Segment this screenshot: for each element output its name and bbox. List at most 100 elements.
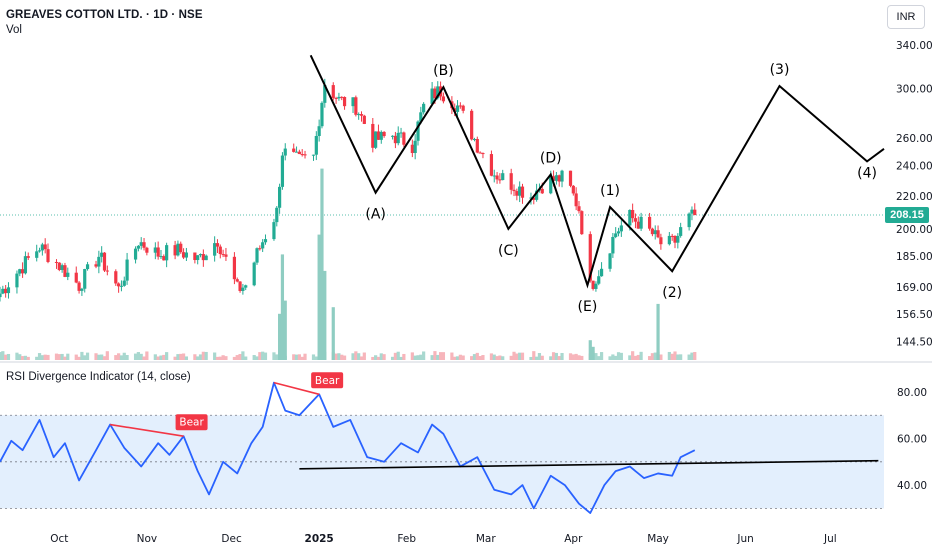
candle-body <box>374 131 378 148</box>
volume-bar <box>193 354 197 360</box>
volume-bar <box>215 356 220 360</box>
volume-bar <box>35 356 39 360</box>
candle-body <box>475 138 479 153</box>
candle-body <box>232 256 237 280</box>
volume-bar <box>419 354 423 360</box>
wave-annotation: (A) (B) (C) (D) (E) (1) (2) (3) (4) <box>309 54 885 315</box>
candle-body <box>410 144 414 154</box>
volume-bar <box>659 354 663 360</box>
volume-bar <box>399 356 403 360</box>
candle-body <box>142 242 146 248</box>
candle-body <box>133 248 138 260</box>
volume-bar <box>181 353 186 360</box>
volume-bar <box>60 353 64 360</box>
candle-body <box>181 252 186 258</box>
candle-body <box>255 248 259 263</box>
candle-body <box>549 176 553 194</box>
volume-bar <box>461 355 465 360</box>
bear-label-box <box>175 414 208 431</box>
volume-bar <box>100 354 104 360</box>
chart-axes: 340.00 300.00 260.00 240.00 220.00 200.00 185.… <box>50 40 932 545</box>
volume-bar <box>577 355 581 360</box>
volume-bar <box>15 352 19 360</box>
volume-bar <box>693 352 697 360</box>
bear-divergence-line <box>273 381 320 396</box>
candle-body <box>608 253 612 269</box>
candle-body <box>314 135 318 155</box>
candle-body <box>317 126 321 136</box>
volume-bar <box>238 354 242 360</box>
volume-bar <box>77 356 81 360</box>
volume-bar <box>311 354 316 360</box>
time-tick-label: 2025 <box>305 533 334 545</box>
bear-label: Bear <box>315 375 340 387</box>
candle-body <box>0 293 2 298</box>
rsi-panel-title: RSI Divergence Indicator (14, close) <box>6 371 191 383</box>
currency-button[interactable]: INR <box>887 5 925 29</box>
candle-body <box>114 271 118 284</box>
candle-body <box>201 254 205 261</box>
candle-body <box>66 272 70 277</box>
volume-bar <box>139 353 143 360</box>
candle-body <box>588 234 592 281</box>
volume-bar <box>74 354 78 360</box>
volume-bar <box>390 356 395 360</box>
candle-body <box>419 112 423 122</box>
volume-bar <box>43 354 47 360</box>
volume-bar <box>133 353 138 360</box>
candle-body <box>653 230 657 235</box>
volume-bar <box>40 355 44 360</box>
candle-body <box>20 269 25 274</box>
wave-label: (E) <box>578 299 598 315</box>
rsi-line-series: Bear Bear <box>0 372 879 514</box>
candle-body <box>396 132 400 144</box>
volume-bar <box>436 354 440 360</box>
candle-body <box>577 206 581 212</box>
volume-bar <box>597 356 601 360</box>
candle-body <box>458 105 462 107</box>
volume-bar <box>628 355 632 360</box>
candle-body <box>560 170 564 182</box>
candle-body <box>235 279 239 282</box>
volume-bar <box>173 356 177 360</box>
volume-bar <box>97 354 101 360</box>
volume-bar <box>379 353 383 360</box>
volume-bar <box>619 352 623 360</box>
volume-bar <box>221 355 225 360</box>
candle-body <box>580 211 584 235</box>
volume-bar <box>342 355 347 360</box>
candle-body <box>6 287 11 294</box>
candle-body <box>283 148 287 156</box>
volume-bar <box>481 355 485 360</box>
volume-bar <box>235 355 239 360</box>
volume-bar <box>650 353 655 360</box>
volume-bar <box>498 355 502 360</box>
volume-bar <box>359 356 364 360</box>
volume-bar <box>450 352 454 360</box>
volume-bar <box>300 356 304 360</box>
volume-bar <box>54 353 59 360</box>
volume-bar <box>196 356 200 360</box>
candle-body <box>261 242 265 249</box>
candle-body <box>320 102 324 127</box>
candle-body <box>614 233 618 237</box>
candle-body <box>165 245 169 261</box>
candle-body <box>198 254 203 256</box>
volume-bar <box>396 351 400 360</box>
candle-body <box>337 96 341 99</box>
candle-body <box>532 197 536 200</box>
time-tick-label: Jun <box>736 533 753 545</box>
wave-label: (4) <box>857 165 877 181</box>
candle-body <box>390 135 395 137</box>
candle-body <box>272 222 276 240</box>
candle-body <box>162 256 166 261</box>
volume-bar <box>213 352 217 360</box>
volume-bar <box>26 356 30 360</box>
volume-bar <box>611 354 615 360</box>
volume-bar-spike <box>280 254 285 360</box>
volume-bar-spike <box>331 307 335 360</box>
candle-body <box>18 269 22 274</box>
volume-bar <box>455 356 460 360</box>
candle-body <box>402 132 406 145</box>
